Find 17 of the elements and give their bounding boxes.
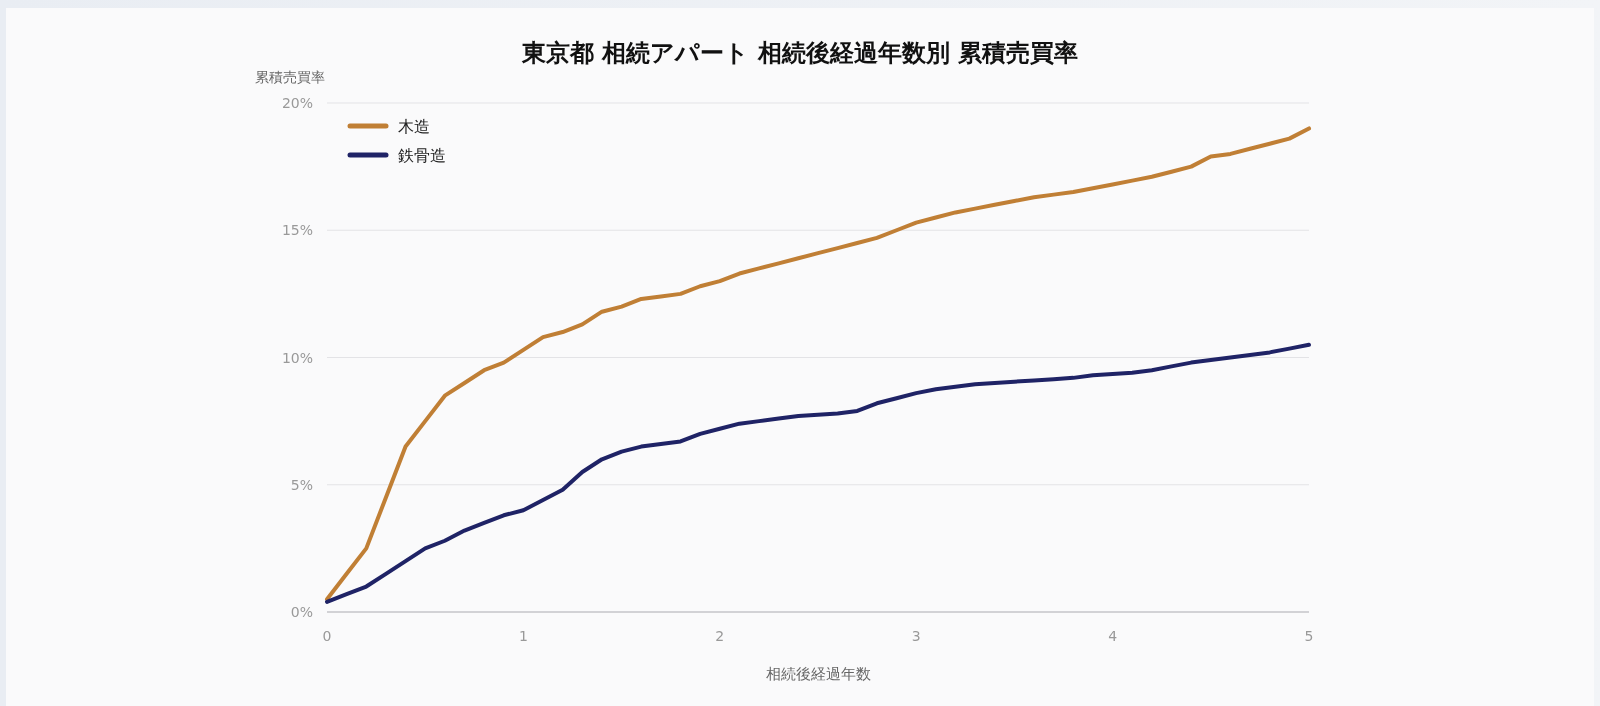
y-tick-label: 10% (281, 349, 313, 366)
x-tick-label: 5 (1304, 628, 1314, 644)
x-tick-label: 3 (911, 628, 921, 644)
x-tick-label: 2 (715, 628, 725, 644)
x-axis-title: 相続後経過年数 (765, 665, 871, 683)
legend-label: 木造 (398, 117, 430, 136)
y-tick-label: 20% (281, 95, 313, 111)
chart-title: 東京都 相続アパート 相続後経過年数別 累積売買率 (520, 39, 1079, 67)
y-tick-label: 0% (290, 604, 313, 620)
y-tick-label: 15% (281, 222, 313, 239)
line-series (325, 342, 1311, 604)
legend-label: 鉄骨造 (398, 146, 446, 165)
y-tick-label: 5% (290, 476, 313, 493)
x-tick-label: 0 (322, 628, 332, 644)
x-tick-label: 4 (1108, 628, 1118, 644)
x-tick-label: 1 (518, 628, 528, 644)
y-axis-title: 累積売買率 (255, 69, 325, 85)
